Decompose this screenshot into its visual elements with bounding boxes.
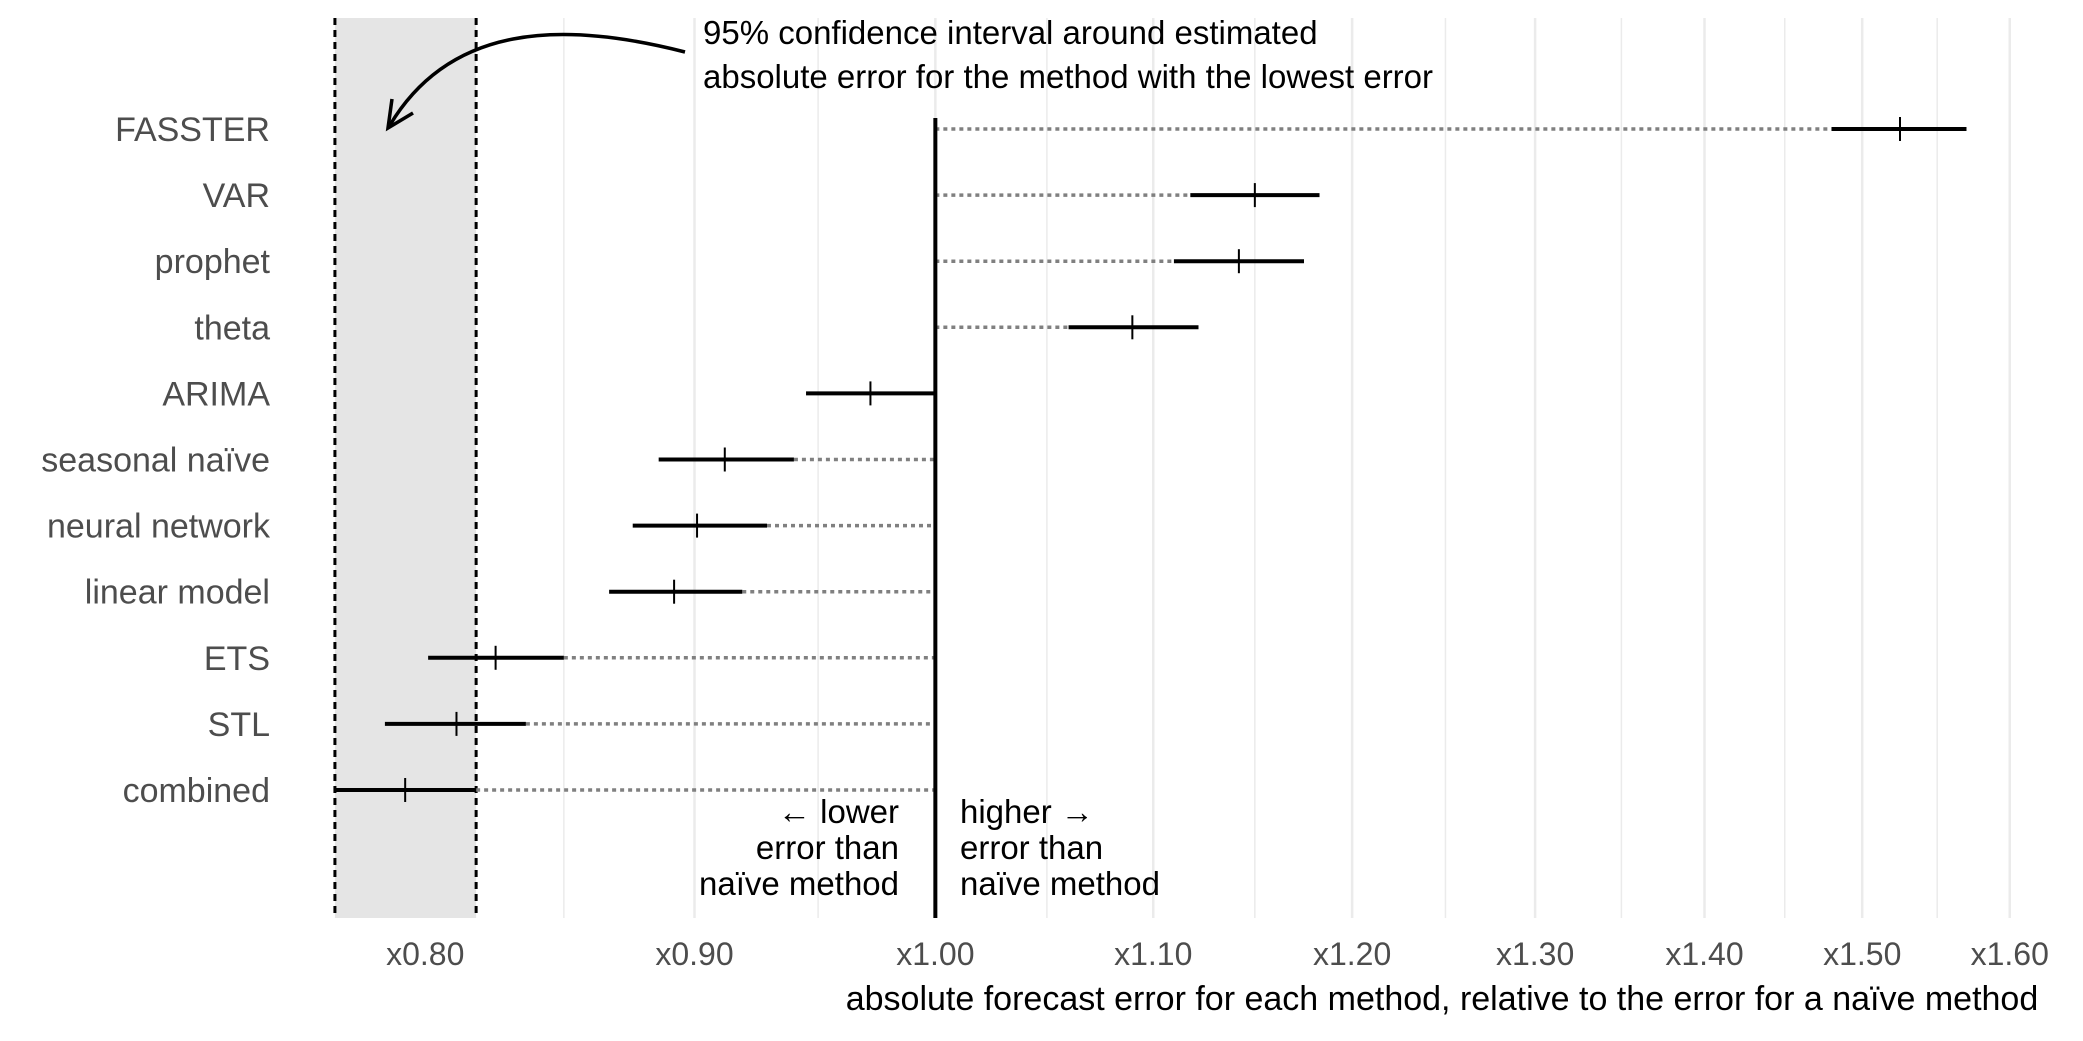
- method-label: seasonal naïve: [41, 442, 270, 480]
- connector-lines: [476, 127, 1832, 792]
- lower-annotation: ← lower error than naïve method: [699, 793, 899, 902]
- x-tick-label: x1.00: [896, 936, 974, 972]
- method-label: FASSTER: [115, 111, 270, 149]
- estimate-markers: [404, 117, 1902, 802]
- method-labels: FASSTER VAR prophet theta ARIMA seasonal naïv…: [41, 111, 271, 810]
- x-tick-label: x1.40: [1665, 936, 1743, 972]
- x-tick-label: x1.10: [1114, 936, 1192, 972]
- higher-note-line-1: higher →: [960, 793, 1094, 830]
- lower-note-line-1: ← lower: [778, 793, 899, 830]
- x-tick-label: x1.60: [1971, 936, 2049, 972]
- x-tick-labels: x0.80 x0.90 x1.00 x1.10 x1.20 x1.30 x1.40 x1.50…: [386, 936, 2049, 972]
- confidence-band-fill: [334, 18, 477, 918]
- method-label: ARIMA: [162, 375, 270, 413]
- method-label: STL: [208, 706, 270, 744]
- lower-note-line-3: naïve method: [699, 865, 899, 902]
- band-note-line-2: absolute error for the method with the l…: [703, 58, 1433, 95]
- band-annotation: 95% confidence interval around estimated…: [385, 14, 1433, 132]
- band-annotation-arrow: [388, 32, 686, 126]
- x-tick-label: x1.20: [1313, 936, 1391, 972]
- method-label: ETS: [204, 640, 270, 678]
- method-label: prophet: [155, 243, 271, 281]
- method-label: theta: [194, 309, 270, 347]
- higher-annotation: higher → error than naïve method: [960, 793, 1160, 902]
- confidence-band: [333, 18, 478, 918]
- band-note-line-1: 95% confidence interval around estimated: [703, 14, 1318, 51]
- method-label: linear model: [85, 574, 270, 612]
- method-label: neural network: [47, 508, 271, 546]
- method-label: combined: [123, 772, 270, 810]
- method-label: VAR: [203, 177, 270, 215]
- band-annotation-arrowhead: [385, 98, 414, 132]
- x-tick-label: x1.30: [1496, 936, 1574, 972]
- x-tick-label: x0.80: [386, 936, 464, 972]
- x-axis-title: absolute forecast error for each method,…: [846, 980, 2039, 1018]
- lower-note-line-2: error than: [756, 829, 899, 866]
- x-tick-label: x0.90: [655, 936, 733, 972]
- higher-note-line-3: naïve method: [960, 865, 1160, 902]
- x-tick-label: x1.50: [1823, 936, 1901, 972]
- higher-note-line-2: error than: [960, 829, 1103, 866]
